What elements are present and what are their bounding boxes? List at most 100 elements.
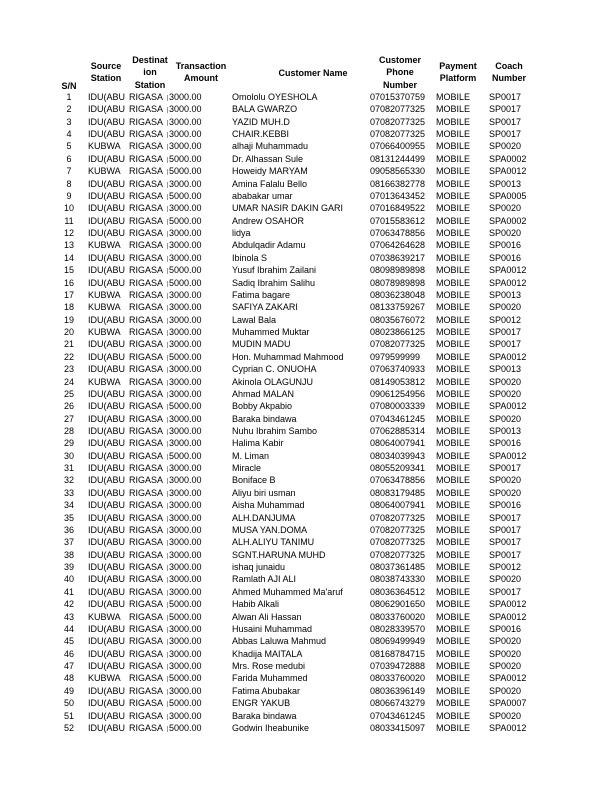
cell-coach-number: SP0013 bbox=[489, 289, 522, 300]
cell-sn: 48 bbox=[63, 673, 74, 684]
cell-sn: 12 bbox=[63, 228, 74, 239]
cell-platform: MOBILE bbox=[436, 129, 471, 140]
cell-sn: 23 bbox=[63, 364, 74, 375]
cell-destination-station: RIGASA bbox=[129, 302, 164, 313]
cell-destination-station: RIGASA bbox=[129, 487, 164, 498]
header-line: ion bbox=[143, 67, 157, 78]
cell-coach-number: SPA0007 bbox=[489, 698, 527, 709]
cell-phone: 08066743279 bbox=[370, 698, 426, 709]
cell-phone: 07062885314 bbox=[370, 425, 426, 436]
cell-destination-station: RIGASA bbox=[129, 190, 164, 201]
cell-sn: 41 bbox=[63, 586, 74, 597]
cell-sn: 34 bbox=[63, 500, 74, 511]
cell-destination-station: RIGASA bbox=[129, 364, 164, 375]
cell-sn: 33 bbox=[63, 487, 74, 498]
cell-customer-name: Farida Muhammed bbox=[232, 673, 308, 684]
table-row: 10 IDU(ABU RIGASA 3000.00 UMAR NASIR DAKIN G… bbox=[0, 202, 612, 214]
header-line: Customer bbox=[378, 55, 421, 65]
cell-source-station: IDU(ABU bbox=[88, 599, 126, 610]
cell-customer-name: UMAR NASIR DAKIN GARI bbox=[232, 203, 344, 214]
cell-sn: 19 bbox=[63, 314, 74, 325]
cell-destination-station: RIGASA bbox=[129, 413, 164, 424]
cell-destination-station: RIGASA bbox=[129, 129, 164, 140]
cell-phone: 08149053812 bbox=[370, 376, 426, 387]
cell-source-station: IDU(ABU bbox=[88, 401, 126, 412]
cell-customer-name: Abbas Laluwa Mahmud bbox=[232, 636, 327, 647]
cell-sn: 16 bbox=[63, 277, 74, 288]
cell-phone: 08064007941 bbox=[370, 438, 426, 449]
cell-coach-number: SP0017 bbox=[489, 129, 522, 140]
cell-coach-number: SP0020 bbox=[489, 228, 522, 239]
cell-coach-number: SP0012 bbox=[489, 314, 522, 325]
cell-platform: MOBILE bbox=[436, 215, 471, 226]
cell-coach-number: SP0017 bbox=[489, 537, 522, 548]
cell-customer-name: Baraka bindawa bbox=[232, 413, 297, 424]
cell-customer-name: SAFIYA ZAKARI bbox=[232, 302, 298, 313]
cell-sn: 8 bbox=[66, 178, 72, 189]
cell-coach-number: SP0020 bbox=[489, 388, 522, 399]
cell-destination-station: RIGASA bbox=[129, 586, 164, 597]
cell-amount: 3000.00 bbox=[167, 227, 227, 239]
cell-sn: 7 bbox=[66, 166, 72, 177]
cell-platform: MOBILE bbox=[436, 487, 471, 498]
cell-source-station: IDU(ABU bbox=[88, 562, 126, 573]
table-row: 9 IDU(ABU RIGASA 5000.00 ababakar umar 070136… bbox=[0, 190, 612, 202]
cell-phone: 08036238048 bbox=[370, 289, 426, 300]
table-row: 25 IDU(ABU RIGASA 3000.00 Ahmad MALAN 0906125… bbox=[0, 388, 612, 400]
cell-amount: 5000.00 bbox=[167, 697, 227, 709]
cell-amount: 5000.00 bbox=[167, 672, 227, 684]
cell-sn: 15 bbox=[63, 265, 74, 276]
table-row: 42 IDU(ABU RIGASA 5000.00 Habib Alkali 080629… bbox=[0, 598, 612, 610]
cell-source-station: KUBWA bbox=[88, 302, 121, 313]
cell-coach-number: SP0020 bbox=[489, 475, 522, 486]
cell-customer-name: Ahmad MALAN bbox=[232, 388, 295, 399]
cell-customer-name: Miracle bbox=[232, 463, 262, 474]
table-row: 20 KUBWA RIGASA 3000.00 Muhammed Muktar 08023… bbox=[0, 326, 612, 338]
table-row: 45 IDU(ABU RIGASA 3000.00 Abbas Laluwa Mahmu… bbox=[0, 635, 612, 647]
cell-customer-name: Husaini Muhammad bbox=[232, 623, 313, 634]
table-row: 24 KUBWA RIGASA 3000.00 Akinola OLAGUNJU 0814… bbox=[0, 376, 612, 388]
cell-coach-number: SPA0012 bbox=[489, 401, 527, 412]
header-payment-platform: Payment Platform bbox=[434, 60, 482, 85]
cell-platform: MOBILE bbox=[436, 178, 471, 189]
cell-source-station: IDU(ABU bbox=[88, 153, 126, 164]
cell-platform: MOBILE bbox=[436, 153, 471, 164]
cell-source-station: IDU(ABU bbox=[88, 487, 126, 498]
cell-coach-number: SPA0012 bbox=[489, 599, 527, 610]
cell-customer-name: Andrew OSAHOR bbox=[232, 215, 305, 226]
table-row: 17 KUBWA RIGASA 3000.00 Fatima bagare 0803623… bbox=[0, 289, 612, 301]
cell-customer-name: BALA GWARZO bbox=[232, 104, 298, 115]
cell-phone: 07082077325 bbox=[370, 537, 426, 548]
cell-destination-station: RIGASA bbox=[129, 178, 164, 189]
cell-amount: 5000.00 bbox=[167, 722, 227, 734]
cell-destination-station: RIGASA bbox=[129, 549, 164, 560]
cell-platform: MOBILE bbox=[436, 438, 471, 449]
cell-source-station: IDU(ABU bbox=[88, 277, 126, 288]
cell-destination-station: RIGASA bbox=[129, 574, 164, 585]
cell-coach-number: SP0016 bbox=[489, 623, 522, 634]
cell-amount: 3000.00 bbox=[167, 239, 227, 251]
cell-amount: 3000.00 bbox=[167, 536, 227, 548]
cell-coach-number: SPA0012 bbox=[489, 673, 527, 684]
cell-destination-station: RIGASA bbox=[129, 203, 164, 214]
cell-coach-number: SP0016 bbox=[489, 500, 522, 511]
table-row: 41 IDU(ABU RIGASA 3000.00 Ahmed Muhammed Ma'… bbox=[0, 586, 612, 598]
cell-source-station: IDU(ABU bbox=[88, 450, 126, 461]
cell-source-station: IDU(ABU bbox=[88, 500, 126, 511]
cell-coach-number: SPA0012 bbox=[489, 450, 527, 461]
cell-destination-station: RIGASA bbox=[129, 388, 164, 399]
cell-platform: MOBILE bbox=[436, 574, 471, 585]
header-line: Transaction bbox=[175, 61, 227, 71]
cell-source-station: KUBWA bbox=[88, 141, 121, 152]
cell-amount: 3000.00 bbox=[167, 524, 227, 536]
table-row: 37 IDU(ABU RIGASA 3000.00 ALH.ALIYU TANIMU 07… bbox=[0, 536, 612, 548]
cell-platform: MOBILE bbox=[436, 302, 471, 313]
cell-amount: 5000.00 bbox=[167, 215, 227, 227]
cell-destination-station: RIGASA bbox=[129, 661, 164, 672]
cell-sn: 44 bbox=[63, 623, 74, 634]
table-row: 22 IDU(ABU RIGASA 5000.00 Hon. Muhammad Mahm… bbox=[0, 351, 612, 363]
cell-coach-number: SPA0012 bbox=[489, 351, 527, 362]
cell-amount: 5000.00 bbox=[167, 598, 227, 610]
table-row: 33 IDU(ABU RIGASA 3000.00 Aliyu biri usman 0… bbox=[0, 487, 612, 499]
cell-platform: MOBILE bbox=[436, 599, 471, 610]
